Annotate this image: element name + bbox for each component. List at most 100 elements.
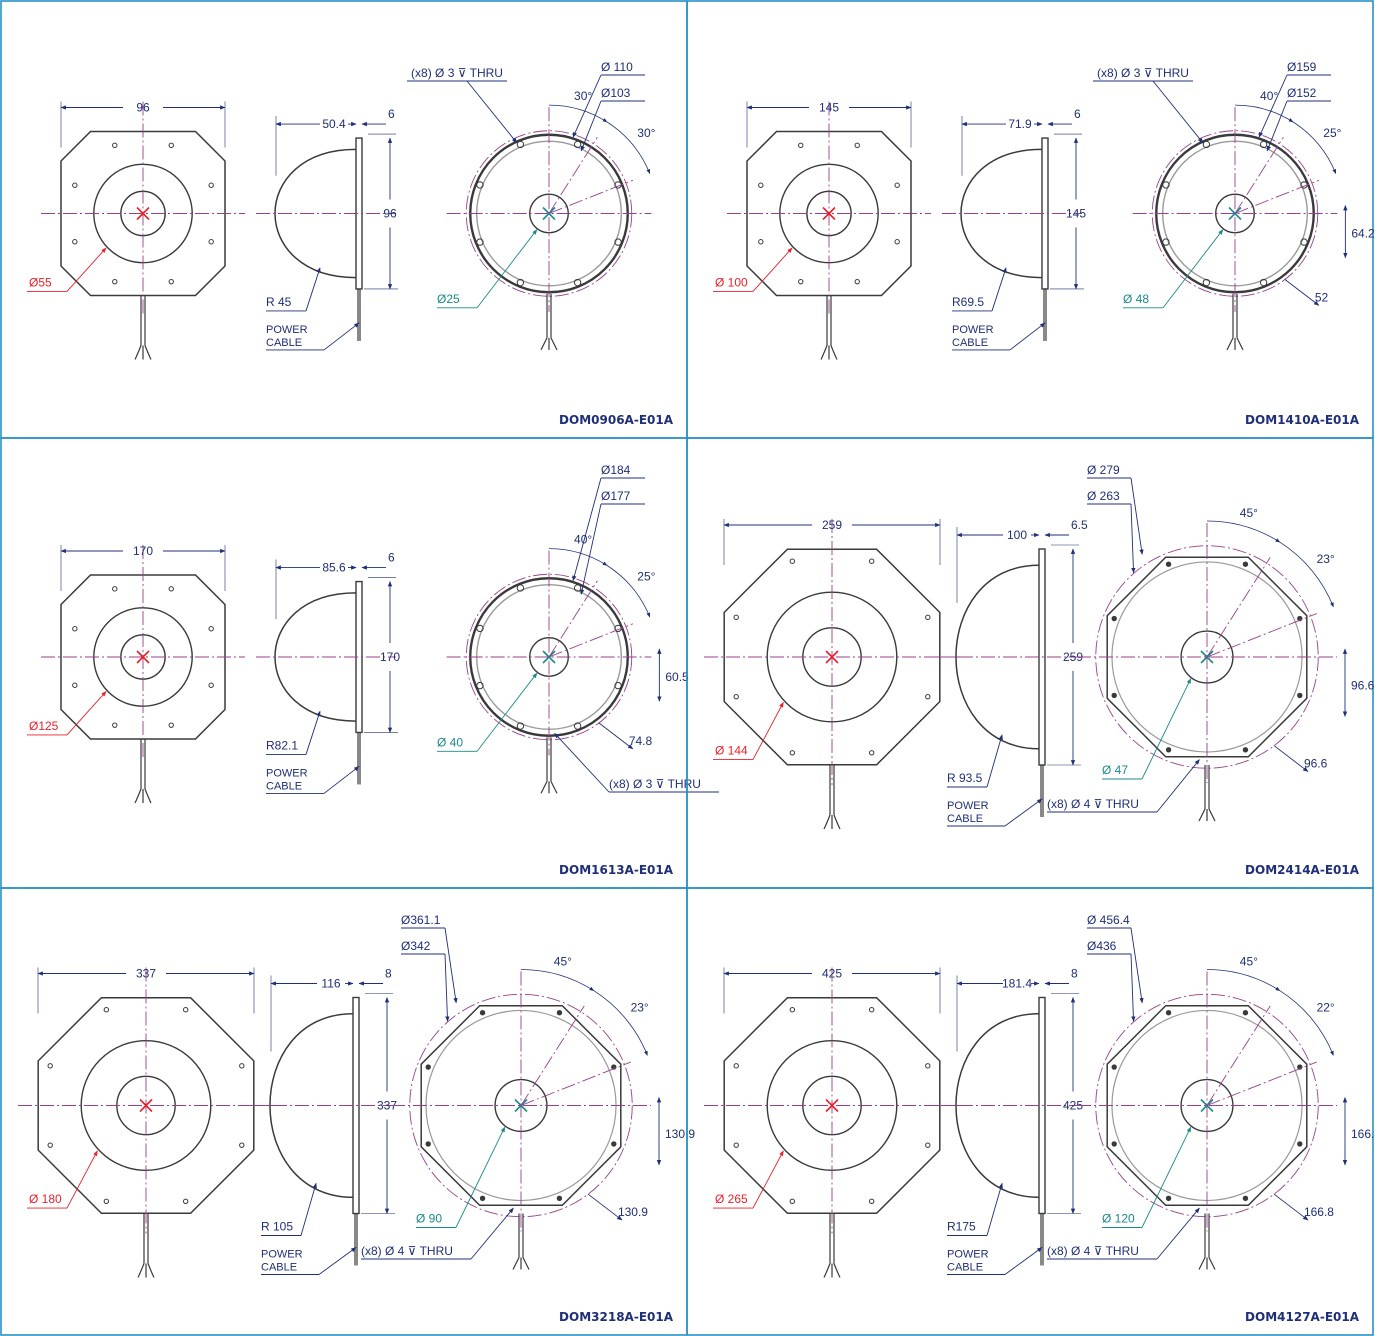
front-outline — [723, 996, 941, 1215]
power-cable-label: CABLE — [952, 337, 988, 349]
mounting-hole — [208, 182, 214, 188]
center-mark — [136, 206, 150, 221]
window-label: Ø 120 — [1102, 1212, 1135, 1226]
center-mark — [825, 1098, 839, 1113]
radius-leader — [986, 734, 1003, 788]
side-plate-label: 6 — [388, 551, 395, 565]
outer-diameter-label: Ø 110 — [601, 60, 633, 74]
angle-arc — [1234, 104, 1294, 123]
cable-ends — [820, 345, 838, 360]
mounting-hole — [103, 1007, 110, 1013]
side-height-label: 259 — [1063, 650, 1083, 664]
side-radius-label: R82.1 — [266, 738, 298, 752]
back-view: 30° 30° (x8) Ø 3 ⊽ THRU Ø 110 Ø103 Ø25 — [407, 60, 656, 351]
window-leader — [1141, 678, 1192, 780]
front-outline — [723, 548, 941, 766]
front-width-label: 337 — [136, 967, 156, 981]
cable-ends — [137, 1263, 155, 1278]
power-cable-label: POWER — [952, 324, 994, 336]
side-depth-label: 116 — [321, 977, 340, 991]
inner-diameter-label: Ø103 — [601, 86, 631, 100]
hole-leader — [752, 247, 793, 292]
diameter-leader — [580, 100, 602, 152]
window-leader — [476, 672, 538, 752]
mounting-hole — [894, 239, 900, 245]
cable-leader — [318, 1247, 357, 1275]
side-depth-label: 85.6 — [322, 561, 346, 575]
mounting-hole — [208, 626, 214, 632]
front-outline — [746, 130, 912, 297]
angle-label-1: 40° — [574, 532, 592, 546]
angle-arc — [606, 565, 651, 618]
angle-arc — [548, 548, 608, 566]
part-code-label: DOM3218A-E01A — [559, 1310, 674, 1324]
side-plate-label: 8 — [385, 967, 392, 981]
screw-hole — [614, 681, 622, 690]
front-hole-label: Ø 180 — [29, 1192, 62, 1206]
angle-label-1: 45° — [1240, 506, 1258, 520]
angle-label-2: 23° — [631, 1000, 649, 1014]
power-cable-label: CABLE — [947, 1262, 983, 1274]
screw-hole — [556, 1195, 563, 1201]
screw-hole — [1297, 1141, 1303, 1147]
angle-arc — [593, 990, 648, 1056]
side-height-label: 96 — [383, 207, 397, 221]
center-mark — [822, 206, 836, 221]
screw-hole — [1111, 692, 1117, 699]
angle-arc — [1292, 121, 1337, 175]
mounting-hole — [168, 278, 174, 285]
screw-hole — [1242, 1010, 1249, 1016]
cable-ends — [134, 345, 152, 360]
outer-diameter-label: Ø 279 — [1087, 463, 1120, 477]
angle-arc — [606, 121, 651, 175]
front-width-label: 96 — [136, 101, 150, 115]
mounting-hole — [798, 142, 804, 149]
cable-ends — [1198, 808, 1216, 822]
angle-arc — [1279, 541, 1334, 608]
front-view: 259 Ø 144 — [704, 518, 960, 830]
mounting-hole — [854, 278, 860, 285]
front-view: 425 Ø 265 — [704, 967, 960, 1278]
angle-ray — [1206, 557, 1271, 658]
diameter-leader — [1130, 477, 1144, 555]
back-view: 45° 23° (x8) Ø 4 ⊽ THRU Ø 279 Ø 263 Ø 47 96.6 9… — [1047, 463, 1375, 822]
hole-leader — [66, 1150, 98, 1209]
front-hole-label: Ø55 — [29, 275, 52, 289]
panel-frame — [686, 0, 1374, 439]
side-height-label: 425 — [1063, 1099, 1083, 1113]
extra-dim-label-2: 130.9 — [618, 1205, 648, 1219]
front-width-label: 145 — [819, 101, 839, 115]
extra-dim-label-1: 130.9 — [665, 1127, 695, 1141]
outer-diameter-label: Ø361.1 — [401, 913, 441, 927]
mounting-hole — [182, 1198, 189, 1204]
window-label: Ø25 — [437, 292, 460, 306]
screw-hole — [1202, 278, 1211, 287]
side-height-label: 337 — [377, 1099, 397, 1113]
mounting-hole — [112, 278, 118, 285]
holes-callout: (x8) Ø 4 ⊽ THRU — [1047, 1244, 1139, 1258]
holes-callout: (x8) Ø 3 ⊽ THRU — [411, 66, 503, 80]
window-label: Ø 47 — [1102, 763, 1128, 777]
mounting-hole — [925, 1142, 931, 1148]
mounting-hole — [72, 239, 78, 245]
front-view: 170 Ø125 — [27, 544, 245, 804]
side-height-label: 145 — [1066, 207, 1086, 221]
dimension-line — [1284, 279, 1320, 306]
inner-diameter-label: Ø152 — [1287, 86, 1317, 100]
inner-diameter-label: Ø342 — [401, 939, 431, 953]
angle-ray — [1206, 1005, 1271, 1106]
angle-arc — [548, 104, 608, 123]
screw-hole — [516, 278, 525, 287]
screw-hole — [1165, 561, 1172, 567]
mounting-hole — [798, 278, 804, 285]
hole-leader — [752, 701, 784, 760]
mounting-hole — [103, 1198, 110, 1204]
radius-leader — [305, 267, 321, 312]
window-leader — [455, 1126, 506, 1228]
screw-hole — [476, 238, 484, 246]
mounting-hole — [112, 722, 118, 728]
screw-hole — [516, 584, 525, 592]
power-cable-label: POWER — [947, 1249, 989, 1261]
holes-callout: (x8) Ø 3 ⊽ THRU — [1097, 66, 1189, 80]
